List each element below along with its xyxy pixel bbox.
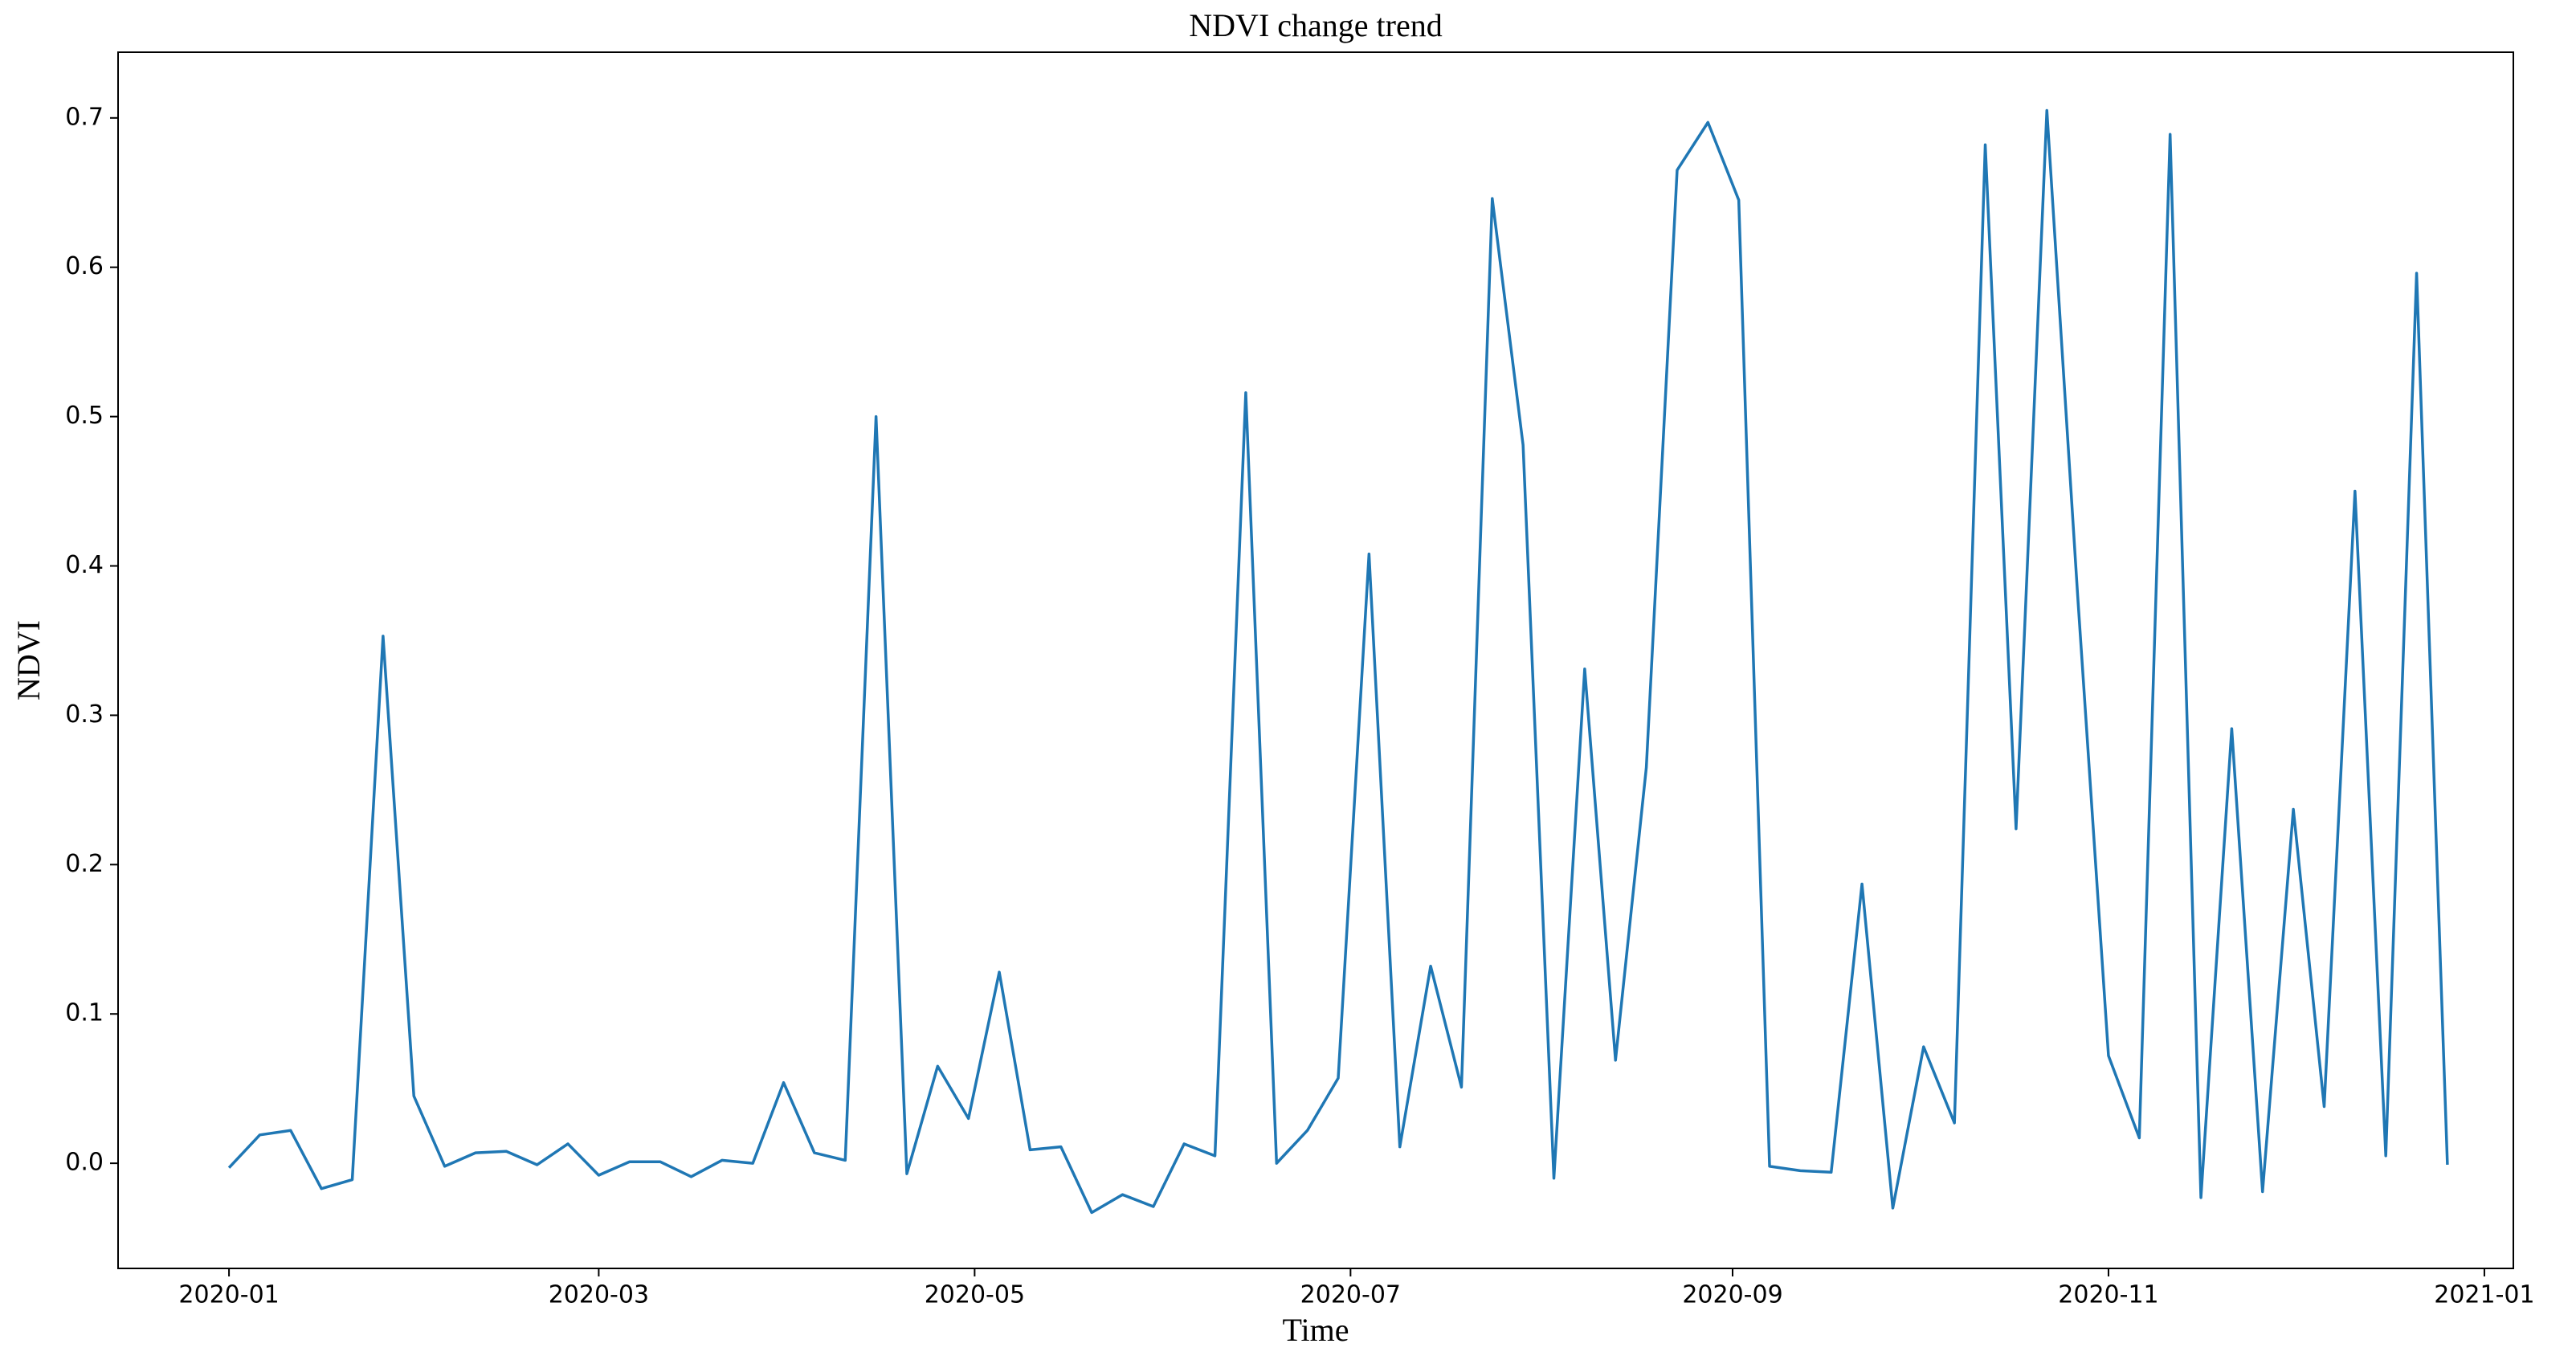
x-tick-label: 2020-07 xyxy=(1300,1281,1401,1309)
x-tick-label: 2020-11 xyxy=(2058,1281,2158,1309)
data-line xyxy=(227,108,2449,1215)
x-tick-label: 2020-09 xyxy=(1682,1281,1782,1309)
y-tick-label: 0.6 xyxy=(65,252,104,280)
y-tick-label: 0.7 xyxy=(65,103,104,131)
y-tick-label: 0.2 xyxy=(65,850,104,878)
plot-frame xyxy=(117,51,2514,1269)
y-axis-label: NDVI xyxy=(10,620,47,700)
y-tick-label: 0.4 xyxy=(65,551,104,579)
x-axis-label: Time xyxy=(1282,1312,1349,1348)
x-tick-label: 2020-03 xyxy=(549,1281,649,1309)
y-tick-label: 0.5 xyxy=(65,402,104,430)
x-tick-label: 2020-05 xyxy=(925,1281,1025,1309)
x-tick-label: 2021-01 xyxy=(2434,1281,2534,1309)
y-tick-label: 0.3 xyxy=(65,700,104,729)
chart-title: NDVI change trend xyxy=(1189,7,1442,43)
y-tick-label: 0.1 xyxy=(65,999,104,1027)
x-tick-label: 2020-01 xyxy=(178,1281,279,1309)
y-tick-label: 0.0 xyxy=(65,1149,104,1177)
